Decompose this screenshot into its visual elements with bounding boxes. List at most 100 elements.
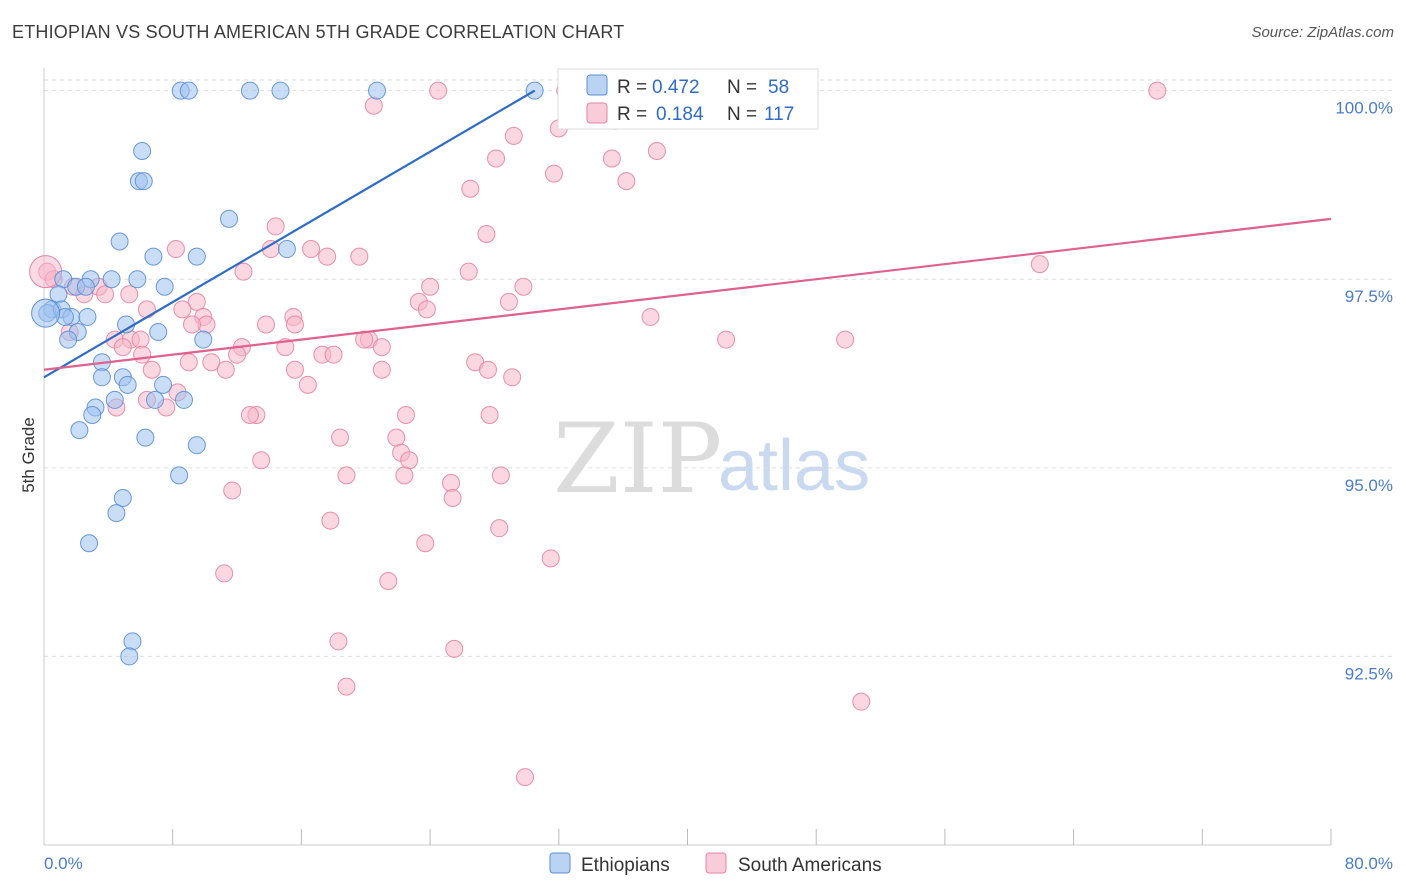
gridlines xyxy=(44,79,1393,657)
south-americans-point xyxy=(387,428,406,447)
south-americans-point xyxy=(487,149,506,168)
south-americans-point xyxy=(173,300,192,319)
legend-swatch-south-americans xyxy=(586,102,608,124)
south-americans-point xyxy=(137,300,156,319)
ethiopians-point xyxy=(31,298,61,328)
south-americans-point xyxy=(133,345,152,364)
south-americans-point xyxy=(379,571,398,590)
south-americans-point xyxy=(641,307,660,326)
south-americans-point xyxy=(480,406,499,425)
south-americans-point xyxy=(445,639,464,658)
ethiopians-point xyxy=(368,81,387,100)
ethiopians-point xyxy=(102,270,121,289)
correlation-legend: R = 0.472 N = 58 R = 0.184 N = 117 xyxy=(557,68,819,130)
bottom-legend-label-south-americans: South Americans xyxy=(738,855,882,876)
south-americans-point xyxy=(331,428,350,447)
ethiopians-point xyxy=(76,277,95,296)
south-americans-point xyxy=(329,632,348,651)
ethiopians-point xyxy=(134,172,153,191)
ethiopians-point xyxy=(113,488,132,507)
south-americans-point xyxy=(302,240,321,259)
south-americans-point xyxy=(1030,255,1049,274)
x-tick-label-max: 80.0% xyxy=(1345,854,1393,873)
ethiopians-point xyxy=(92,368,111,387)
south-americans-point xyxy=(499,292,518,311)
ethiopians-point xyxy=(78,307,97,326)
ethiopians-point xyxy=(240,81,259,100)
south-americans-point xyxy=(516,768,535,787)
south-americans-point xyxy=(240,406,259,425)
south-americans-point xyxy=(544,164,563,183)
south-americans-point xyxy=(187,292,206,311)
south-americans-point xyxy=(257,315,276,334)
south-americans-point xyxy=(395,466,414,485)
south-americans-point xyxy=(337,677,356,696)
south-americans-point xyxy=(120,285,139,304)
legend-n-label-ethiopians: N = xyxy=(727,77,757,98)
source-credit: Source: ZipAtlas.com xyxy=(1251,24,1394,41)
south-americans-point xyxy=(1148,81,1167,100)
south-americans-point xyxy=(514,277,533,296)
south-americans-point xyxy=(416,534,435,553)
south-americans-point xyxy=(215,564,234,583)
south-americans-point xyxy=(491,466,510,485)
legend-n-value-south-americans: 117 xyxy=(764,104,794,125)
south-americans-point xyxy=(443,488,462,507)
south-americans-point xyxy=(179,353,198,372)
south-americans-point xyxy=(852,692,871,711)
south-americans-point xyxy=(96,285,115,304)
south-americans-point xyxy=(166,240,185,259)
ethiopians-point xyxy=(59,330,78,349)
chart-title: ETHIOPIAN VS SOUTH AMERICAN 5TH GRADE CO… xyxy=(12,22,625,42)
south-americans-point xyxy=(400,451,419,470)
south-americans-point xyxy=(285,360,304,379)
bottom-legend-swatch-ethiopians xyxy=(549,852,571,874)
ethiopians-point xyxy=(277,240,296,259)
south-americans-trend-line xyxy=(43,217,1332,371)
south-americans-point xyxy=(647,141,666,160)
south-americans-point xyxy=(490,519,509,538)
ethiopians-point xyxy=(155,277,174,296)
ethiopians-point xyxy=(83,406,102,425)
south-americans-point xyxy=(223,481,242,500)
south-americans-point xyxy=(602,149,621,168)
south-americans-point xyxy=(318,247,337,266)
zipatlas-watermark: ZIP atlas xyxy=(553,403,870,515)
ethiopians-point xyxy=(123,632,142,651)
ethiopians-point xyxy=(271,81,290,100)
legend-r-label-south-americans: R = xyxy=(617,104,647,125)
south-americans-point xyxy=(429,81,448,100)
south-americans-point xyxy=(372,360,391,379)
south-americans-point xyxy=(364,96,383,115)
legend-n-label-south-americans: N = xyxy=(727,104,757,125)
watermark-atlas: atlas xyxy=(718,426,870,506)
legend-r-value-ethiopians: 0.472 xyxy=(652,77,700,98)
south-americans-point xyxy=(202,353,221,372)
ethiopians-point xyxy=(110,232,129,251)
south-americans-point xyxy=(216,360,235,379)
bottom-legend-label-ethiopians: Ethiopians xyxy=(581,855,670,876)
y-tick-label: 92.5% xyxy=(1345,664,1393,683)
south-americans-point xyxy=(421,277,440,296)
ethiopians-point xyxy=(170,466,189,485)
y-tick-label: 95.0% xyxy=(1345,476,1393,495)
ethiopians-point xyxy=(174,390,193,409)
south-americans-point xyxy=(321,511,340,530)
y-tick-label: 97.5% xyxy=(1345,287,1393,306)
south-americans-point xyxy=(461,179,480,198)
ethiopians-point xyxy=(107,504,126,523)
south-americans-point xyxy=(479,360,498,379)
trend-lines xyxy=(43,89,1332,379)
south-americans-point xyxy=(337,466,356,485)
south-americans-point xyxy=(717,330,736,349)
legend-n-value-ethiopians: 58 xyxy=(768,77,789,98)
south-americans-point xyxy=(459,262,478,281)
ethiopians-point xyxy=(149,323,168,342)
ethiopians-point xyxy=(105,390,124,409)
legend-r-label-ethiopians: R = xyxy=(617,77,647,98)
south-americans-point xyxy=(504,126,523,145)
south-americans-point xyxy=(266,217,285,236)
axes xyxy=(43,68,1332,846)
south-americans-point xyxy=(113,338,132,357)
south-americans-point xyxy=(541,549,560,568)
